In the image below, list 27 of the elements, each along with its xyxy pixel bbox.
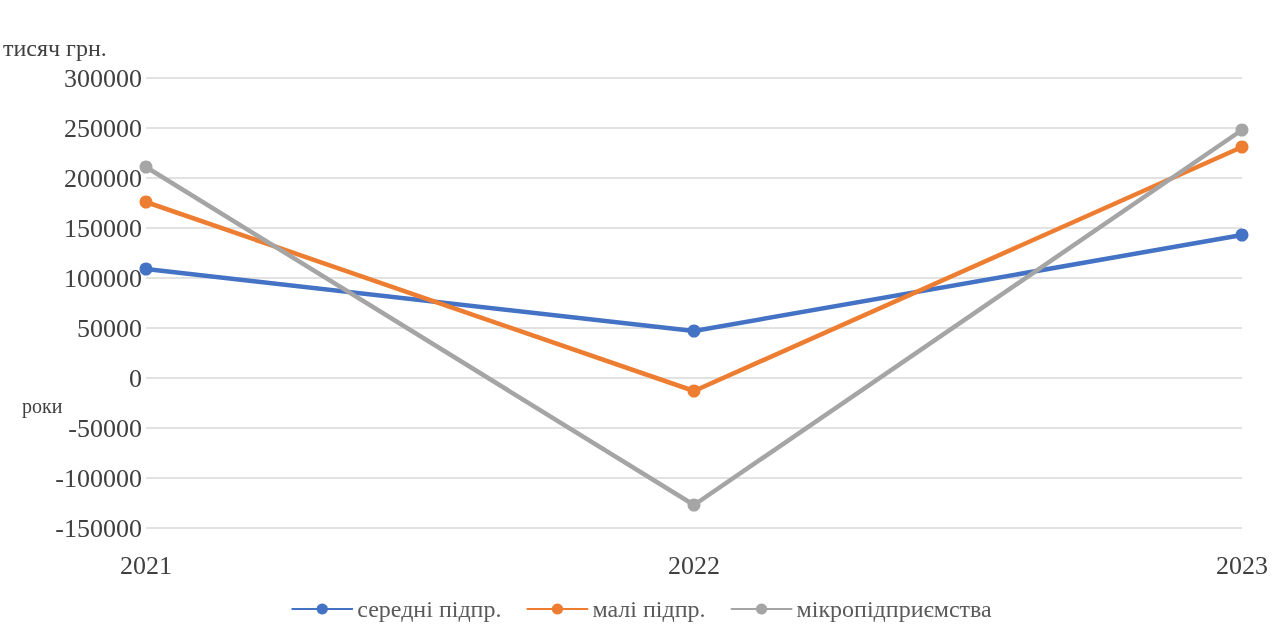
y-tick-label: 0 [129,363,142,393]
legend-label: середні підпр. [357,596,502,622]
y-tick-label: 150000 [64,213,142,243]
point [139,160,153,174]
legend-label: мікропідприємства [796,596,993,622]
x-axis-title: роки [22,395,63,418]
point [1235,140,1249,154]
point [1235,123,1249,137]
x-tick-label: 2023 [1216,550,1268,580]
y-tick-label: -100000 [55,463,142,493]
y-tick-label: 50000 [77,313,142,343]
y-tick-label: 200000 [64,163,142,193]
x-tick-label: 2021 [120,550,172,580]
legend-label: малі підпр. [592,596,706,622]
y-tick-label: 100000 [64,263,142,293]
y-tick-label: -150000 [55,513,142,543]
point [1235,228,1249,242]
point [687,324,701,338]
y-tick-label: -50000 [68,413,142,443]
x-tick-label: 2022 [668,550,720,580]
y-tick-label: 250000 [64,113,142,143]
y-tick-label: 300000 [64,63,142,93]
point [139,262,153,276]
point [687,498,701,512]
point [687,384,701,398]
point [139,195,153,209]
y-axis-title: тисяч грн. [3,35,107,61]
